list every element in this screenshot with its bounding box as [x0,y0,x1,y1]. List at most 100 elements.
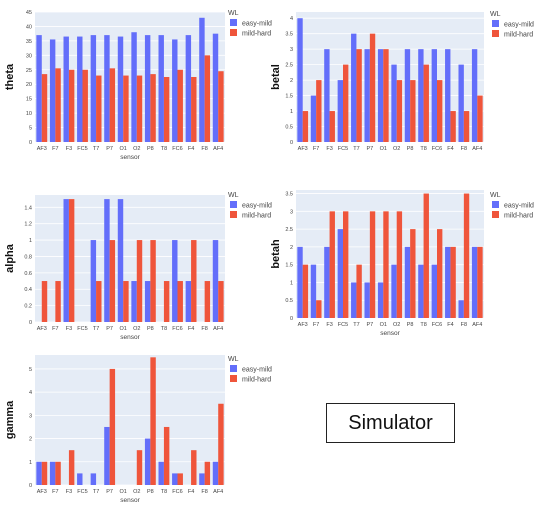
bar-mild-hard-F7 [55,68,61,142]
bar-easy-mild-F4 [185,35,192,142]
legend-item-label[interactable]: mild-hard [242,377,271,384]
bar-mild-hard-F7 [316,80,322,142]
x-tick-label: O1 [380,322,387,328]
legend-swatch[interactable] [230,365,237,372]
x-tick-label: P7 [366,146,373,152]
x-tick-label: T8 [420,322,426,328]
bar-mild-hard-FC6 [177,281,183,322]
legend-swatch[interactable] [230,211,237,218]
x-tick-label: T8 [161,146,167,152]
legend-item-label[interactable]: mild-hard [242,213,271,220]
y-tick-label: 3.5 [285,32,293,38]
bar-easy-mild-P7 [104,426,110,485]
x-tick-label: F3 [326,146,332,152]
legend-item-label[interactable]: easy-mild [242,21,272,28]
legend-item-label[interactable]: mild-hard [504,213,533,220]
bar-mild-hard-AF4 [477,246,483,318]
x-tick-label: T7 [93,489,99,495]
legend-item-label[interactable]: mild-hard [504,32,533,39]
x-axis-title: sensor [120,154,140,161]
bar-mild-hard-T7 [96,281,102,322]
x-tick-label: FC6 [432,322,442,328]
x-tick-label: FC6 [172,146,182,152]
x-tick-label: F7 [313,146,319,152]
bar-easy-mild-T8 [418,49,424,143]
y-tick-label: 0.6 [24,271,32,277]
bar-easy-mild-O2 [131,32,137,142]
legend-swatch[interactable] [492,211,499,218]
y-tick-label: 3 [29,413,32,419]
y-axis-title: theta [4,63,16,90]
legend-title: WL [490,11,501,18]
x-tick-label: P8 [147,326,154,332]
legend-item-label[interactable]: easy-mild [242,367,272,374]
x-tick-label: AF3 [37,326,47,332]
bar-mild-hard-AF3 [302,264,309,318]
y-tick-label: 0 [290,140,293,146]
bar-easy-mild-F7 [49,39,56,142]
x-tick-label: AF3 [298,146,308,152]
y-tick-label: 1 [29,238,32,244]
x-tick-label: O2 [133,489,140,495]
bar-easy-mild-F8 [199,17,205,142]
bar-easy-mild-P7 [364,49,370,143]
bar-mild-hard-F3 [329,211,335,318]
bar-mild-hard-FC6 [177,69,183,142]
legend-swatch[interactable] [230,201,237,208]
y-tick-label: 10 [26,111,32,117]
bar-mild-hard-O1 [383,49,389,143]
y-tick-label: 2 [290,78,293,84]
x-tick-label: P8 [147,489,154,495]
x-axis-title: sensor [120,334,140,341]
legend-swatch[interactable] [492,201,499,208]
bar-mild-hard-F4 [450,111,456,142]
x-tick-label: AF4 [213,489,223,495]
bar-easy-mild-F8 [458,64,464,142]
x-tick-label: T8 [161,489,167,495]
bar-mild-hard-P8 [410,229,416,318]
bar-easy-mild-O2 [131,281,137,322]
bar-easy-mild-T7 [351,282,357,318]
bar-easy-mild-AF3 [297,18,303,142]
bar-easy-mild-F4 [445,246,451,318]
bar-mild-hard-F7 [316,300,322,318]
bar-mild-hard-F3 [68,450,75,485]
x-tick-label: AF3 [37,146,47,152]
x-tick-label: P7 [106,489,113,495]
x-tick-label: FC5 [77,489,87,495]
legend-swatch[interactable] [230,375,237,382]
bar-mild-hard-O2 [136,450,143,485]
bar-easy-mild-T8 [418,264,424,318]
x-tick-label: F8 [201,326,207,332]
bar-easy-mild-FC6 [172,39,178,142]
bar-mild-hard-F4 [191,240,197,322]
bar-mild-hard-P7 [109,68,116,142]
x-tick-label: F4 [188,146,194,152]
legend-title: WL [228,10,239,17]
x-tick-label: T7 [93,326,99,332]
y-tick-label: 3 [290,209,293,215]
y-tick-label: 35 [26,39,32,45]
legend-item-label[interactable]: mild-hard [242,31,271,38]
bar-mild-hard-O2 [396,80,403,142]
bar-mild-hard-AF4 [218,281,224,322]
bar-mild-hard-F7 [55,461,61,485]
x-tick-label: P7 [366,322,373,328]
bar-mild-hard-P7 [369,33,376,142]
legend-swatch[interactable] [492,20,499,27]
legend-swatch[interactable] [492,30,499,37]
legend-item-label[interactable]: easy-mild [504,203,534,210]
y-tick-label: 0.5 [285,298,293,304]
legend-swatch[interactable] [230,29,237,36]
x-tick-label: FC6 [432,146,442,152]
bar-mild-hard-O2 [136,75,143,142]
legend-item-label[interactable]: easy-mild [242,203,272,210]
y-axis-title: betah [270,239,282,269]
bar-easy-mild-F7 [310,264,317,318]
x-tick-label: F7 [52,326,58,332]
legend-item-label[interactable]: easy-mild [504,22,534,29]
bar-easy-mild-AF4 [471,246,478,318]
bar-mild-hard-F8 [463,111,470,142]
bar-easy-mild-AF3 [36,35,42,142]
legend-swatch[interactable] [230,19,237,26]
